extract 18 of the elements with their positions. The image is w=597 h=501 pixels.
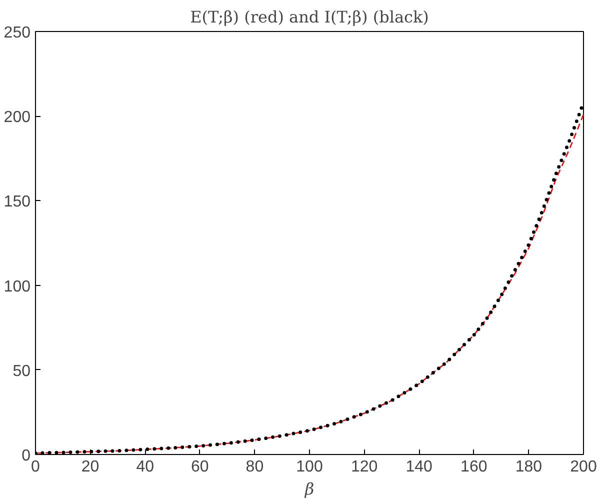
y-tick-label: 50 [12,362,31,380]
x-tick-label: 200 [570,458,597,476]
y-tick-label: 100 [4,278,31,296]
chart-title: E(T;β) (red) and I(T;β) (black) [190,8,429,26]
x-tick-label: 120 [350,458,378,476]
x-tick-label: 140 [406,458,433,476]
x-tick-label: 160 [460,458,488,476]
x-tick-label: 100 [296,458,323,476]
y-tick-label: 0 [22,448,31,464]
x-tick-label: 60 [191,458,209,476]
y-tick-label: 200 [4,109,31,126]
x-tick-label: 180 [515,458,542,476]
x-tick-label: 80 [246,458,264,476]
y-tick-label: 250 [4,24,31,42]
x-tick-label: 20 [81,458,100,476]
x-axis-title: β [304,480,314,498]
x-tick-label: 40 [136,458,154,476]
y-tick-label: 150 [4,194,31,211]
